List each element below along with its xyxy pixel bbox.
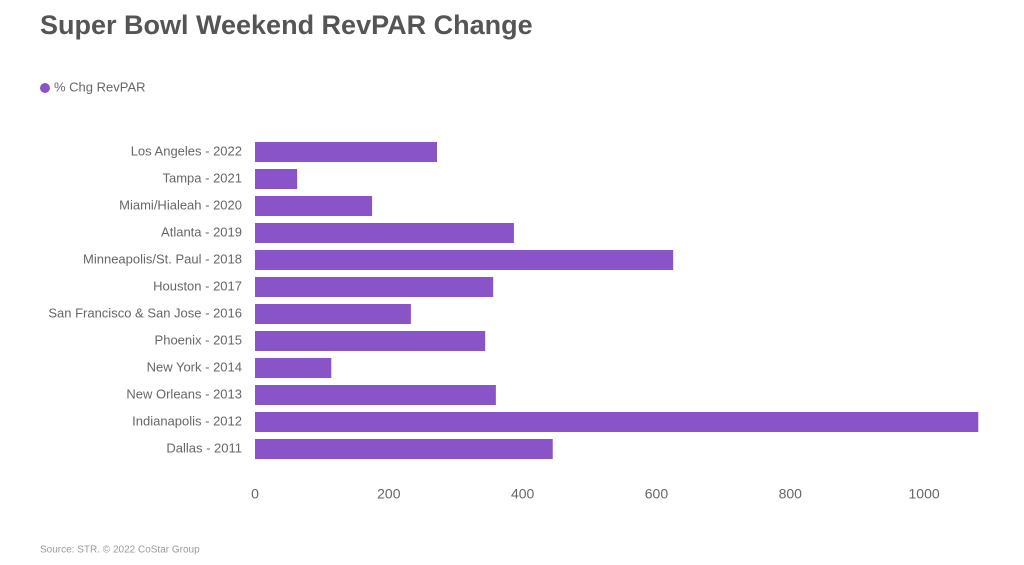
y-tick-label: Atlanta - 2019 (161, 224, 242, 239)
x-tick-label: 400 (511, 486, 535, 502)
bar (255, 331, 486, 351)
bar (255, 412, 979, 432)
bar (255, 223, 514, 243)
bar (255, 358, 332, 378)
bar (255, 169, 298, 189)
y-tick-label: Houston - 2017 (153, 278, 242, 293)
y-tick-label: Tampa - 2021 (163, 170, 243, 185)
x-tick-label: 0 (251, 486, 259, 502)
bar (255, 304, 411, 324)
y-tick-label: New Orleans - 2013 (126, 386, 242, 401)
legend-label: % Chg RevPAR (54, 79, 146, 94)
y-tick-label: Los Angeles - 2022 (131, 143, 242, 158)
bar (255, 250, 674, 270)
x-tick-label: 600 (645, 486, 669, 502)
x-tick-label: 200 (377, 486, 401, 502)
y-tick-label: Dallas - 2011 (166, 440, 242, 455)
y-tick-label: Miami/Hialeah - 2020 (119, 197, 242, 212)
chart-title: Super Bowl Weekend RevPAR Change (40, 10, 533, 40)
y-tick-label: Indianapolis - 2012 (132, 413, 242, 428)
y-tick-label: Phoenix - 2015 (155, 332, 242, 347)
bar (255, 196, 373, 216)
legend-marker (40, 83, 50, 93)
bar (255, 277, 494, 297)
y-tick-label: Minneapolis/St. Paul - 2018 (83, 251, 242, 266)
x-tick-label: 1000 (909, 486, 940, 502)
bar (255, 385, 496, 405)
source-note: Source: STR. © 2022 CoStar Group (40, 545, 200, 556)
y-tick-label: New York - 2014 (147, 359, 242, 374)
y-tick-label: San Francisco & San Jose - 2016 (48, 305, 242, 320)
bar (255, 142, 437, 162)
bar (255, 439, 553, 459)
x-tick-label: 800 (779, 486, 803, 502)
